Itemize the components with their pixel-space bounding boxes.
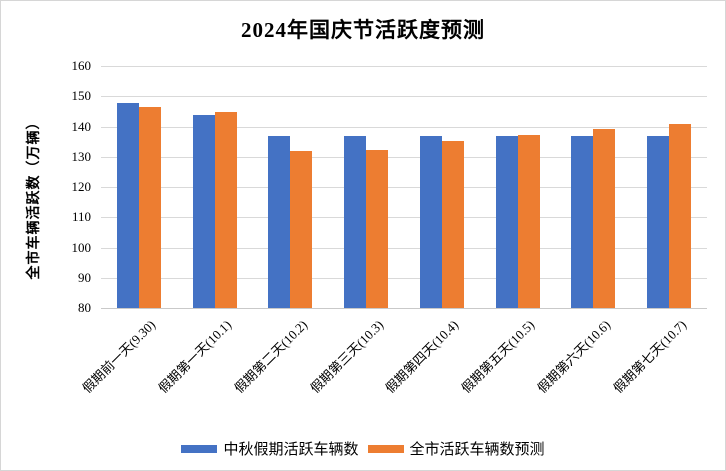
legend-item: 中秋假期活跃车辆数 [181, 438, 359, 459]
x-axis-line [101, 308, 707, 309]
y-axis-title: 全市车辆活跃数（万辆） [27, 114, 42, 280]
gridline [101, 126, 707, 128]
y-tick-label: 90 [78, 269, 91, 285]
bar-s1-c4 [441, 141, 464, 308]
y-tick-label: 100 [71, 239, 92, 255]
bar-s1-c5 [517, 134, 540, 308]
y-tick-label: 150 [71, 88, 92, 104]
bar-s0-c6 [571, 136, 594, 308]
gridline [101, 66, 707, 67]
gridline [101, 156, 707, 158]
bar-s0-c3 [344, 136, 367, 308]
x-tick-label: 假期第一天(10.1) [155, 317, 235, 396]
plot-area [101, 66, 707, 309]
x-tick-label: 假期第四天(10.4) [382, 317, 462, 396]
legend: 中秋假期活跃车辆数 全市活跃车辆数预测 [1, 438, 725, 459]
x-tick-label: 假期第三天(10.3) [307, 317, 386, 396]
bar-s1-c2 [290, 151, 313, 308]
bar-s1-c0 [138, 106, 161, 308]
bar-s0-c1 [192, 115, 215, 308]
bar-s1-c3 [366, 150, 389, 308]
legend-label: 全市活跃车辆数预测 [409, 442, 545, 458]
y-tick-label: 160 [71, 58, 92, 73]
x-tick-label: 假期前一天(9.30) [79, 317, 159, 396]
gridline [101, 187, 707, 188]
gridline [101, 277, 707, 279]
legend-swatch [181, 444, 218, 453]
bar-s0-c4 [419, 136, 442, 308]
y-tick-label: 130 [71, 148, 92, 164]
legend-swatch [367, 444, 404, 453]
bar-s0-c5 [495, 136, 518, 308]
legend-item: 全市活跃车辆数预测 [367, 438, 545, 459]
x-tick-label: 假期第五天(10.5) [458, 317, 538, 396]
gridline [101, 247, 707, 249]
bar-s1-c6 [593, 129, 616, 308]
gridline [101, 96, 707, 98]
bar-s0-c2 [268, 136, 291, 308]
y-tick-label: 110 [71, 209, 91, 225]
x-tick-label: 假期第七天(10.7) [610, 317, 689, 396]
bar-s1-c1 [214, 111, 237, 308]
gridline [101, 217, 707, 219]
chart-title: 2024年国庆节活跃度预测 [241, 18, 485, 42]
bar-s1-c7 [669, 123, 692, 308]
x-tick-label: 假期第六天(10.6) [534, 317, 614, 396]
bar-s0-c0 [116, 102, 139, 308]
bar-s0-c7 [647, 136, 670, 308]
y-tick-label: 140 [71, 118, 92, 134]
y-tick-label: 80 [78, 300, 91, 315]
x-tick-label: 假期第二天(10.2) [231, 317, 311, 396]
y-tick-label: 120 [71, 179, 92, 194]
legend-label: 中秋假期活跃车辆数 [223, 442, 359, 458]
